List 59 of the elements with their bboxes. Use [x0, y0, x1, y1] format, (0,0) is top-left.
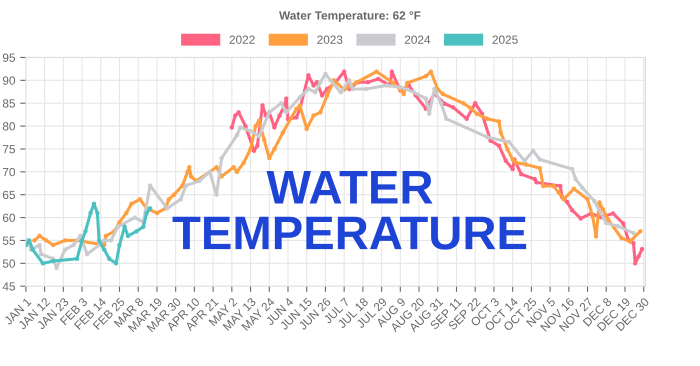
point: [376, 76, 380, 82]
point: [107, 256, 112, 261]
point: [578, 216, 583, 221]
point: [260, 103, 265, 108]
point: [233, 113, 238, 118]
point: [74, 256, 80, 261]
legend-label: 2025: [492, 36, 518, 44]
point: [148, 206, 152, 211]
point: [40, 261, 46, 266]
y-tick-label: 85: [2, 99, 15, 108]
point: [141, 224, 146, 229]
point: [88, 210, 93, 216]
point: [284, 96, 289, 101]
point: [570, 208, 574, 212]
point: [636, 254, 641, 259]
point: [277, 113, 282, 118]
point: [126, 234, 130, 238]
point: [504, 158, 508, 164]
y-tick-label: 55: [2, 236, 15, 245]
point: [96, 238, 102, 243]
y-tick-label: 80: [2, 122, 16, 130]
chart-title: Water Temperature: 62 °F: [279, 11, 420, 22]
point: [50, 258, 56, 264]
point: [102, 247, 106, 252]
point: [610, 211, 616, 216]
point: [631, 240, 636, 246]
point: [564, 200, 570, 204]
point: [390, 69, 394, 74]
point: [558, 184, 563, 188]
point: [95, 210, 100, 216]
point: [230, 125, 234, 130]
y-tick-label: 90: [2, 76, 16, 85]
point: [534, 180, 539, 185]
y-tick-label: 50: [2, 259, 16, 268]
point: [80, 238, 84, 243]
y-tick-label: 60: [2, 214, 16, 222]
point: [640, 246, 644, 252]
point: [117, 242, 122, 248]
annotation: WATER TEMPERATURE: [172, 170, 526, 250]
point: [450, 105, 456, 110]
point: [518, 172, 524, 176]
point: [83, 229, 88, 234]
point: [496, 144, 502, 148]
y-tick-label: 70: [2, 168, 16, 176]
y-tick-label: 95: [2, 53, 15, 62]
legend-label: 2024: [404, 36, 430, 44]
legend-label: 2023: [317, 36, 342, 44]
point: [255, 144, 260, 148]
point: [621, 221, 626, 226]
legend-label: 2022: [230, 36, 255, 44]
point: [134, 229, 139, 234]
point: [114, 261, 118, 266]
point: [366, 80, 370, 84]
y-tick-label: 45: [2, 282, 15, 291]
y-tick-label: 75: [2, 145, 15, 154]
point: [294, 115, 299, 120]
point: [532, 176, 537, 182]
point: [144, 210, 149, 216]
y-tick-label: 65: [2, 190, 15, 200]
